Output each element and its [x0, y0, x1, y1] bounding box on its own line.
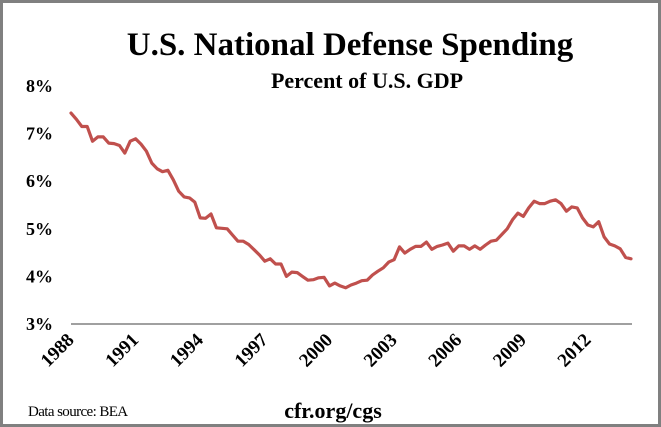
y-tick-label: 8% — [26, 76, 53, 96]
y-tick-label: 4% — [26, 266, 53, 286]
chart-subtitle: Percent of U.S. GDP — [271, 68, 463, 93]
y-tick-label: 3% — [26, 314, 53, 334]
y-tick-label: 6% — [26, 171, 53, 191]
chart-title: U.S. National Defense Spending — [127, 27, 574, 63]
x-tick-label: 2012 — [554, 330, 596, 372]
data-source-note: Data source: BEA — [28, 404, 128, 420]
x-tick-label: 2006 — [425, 330, 467, 372]
y-tick-label: 5% — [26, 219, 53, 239]
y-tick-label: 7% — [26, 124, 53, 144]
credit-text: cfr.org/cgs — [284, 398, 382, 423]
y-axis-ticks: 8% 7% 6% 5% 4% 3% — [26, 76, 53, 334]
x-tick-label: 2000 — [295, 330, 337, 372]
x-tick-label: 2009 — [489, 330, 531, 372]
x-axis-ticks: 1988 1991 1994 1997 2000 2003 2006 2009 2012 — [37, 329, 596, 371]
x-tick-label: 1994 — [166, 329, 208, 371]
x-tick-label: 1988 — [37, 330, 79, 372]
x-tick-label: 2003 — [360, 330, 402, 372]
line-chart: U.S. National Defense Spending Percent o… — [26, 27, 633, 423]
x-tick-label: 1997 — [231, 329, 273, 371]
series-line-defense-spending — [69, 111, 633, 290]
x-tick-label: 1991 — [101, 330, 143, 372]
